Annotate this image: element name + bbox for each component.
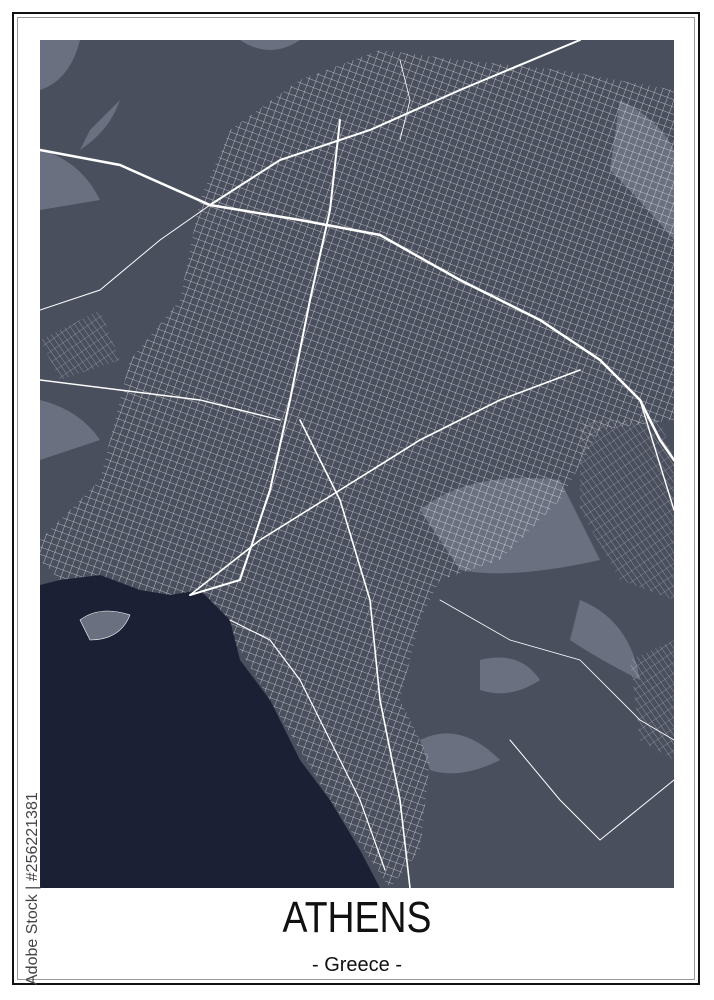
- city-title: ATHENS: [282, 893, 432, 942]
- city-street-grid: [40, 50, 674, 888]
- poster-inner-frame: [17, 17, 695, 980]
- major-roads: [38, 39, 676, 889]
- suburb-street-grid: [40, 310, 674, 760]
- sea: [40, 575, 380, 888]
- poster-frame: [12, 12, 700, 985]
- country-subtitle: - Greece -: [311, 954, 403, 976]
- piraeus-peninsula: [79, 610, 131, 641]
- map-graphic: [38, 39, 676, 889]
- stock-watermark: Adobe Stock | #256221381: [24, 792, 41, 985]
- city-map: [38, 39, 676, 889]
